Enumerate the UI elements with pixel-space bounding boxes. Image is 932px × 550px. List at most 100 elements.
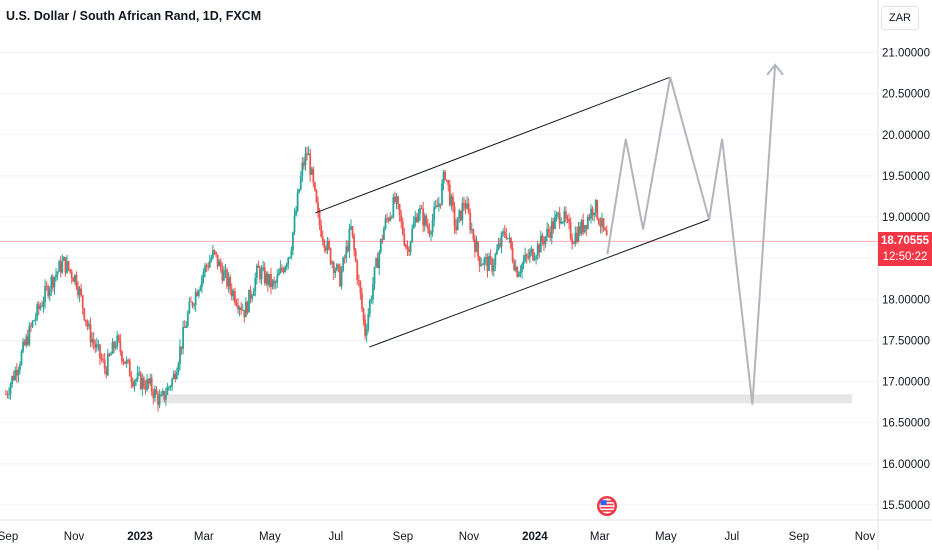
candle-body <box>422 208 425 226</box>
time-tick-label: Mar <box>194 531 214 543</box>
candle-body <box>560 222 563 224</box>
candle-body <box>335 264 338 271</box>
candle-body <box>248 289 250 313</box>
channel-lower-line[interactable] <box>369 219 710 348</box>
candle-body <box>277 272 280 276</box>
currency-button[interactable]: ZAR <box>881 6 919 30</box>
candle-body <box>306 153 308 156</box>
candle-body <box>510 237 512 248</box>
candle-body <box>78 288 81 296</box>
candle-body <box>375 258 377 267</box>
candle-body <box>303 162 305 166</box>
candle-body <box>266 273 269 286</box>
candle-body <box>61 260 64 273</box>
last-price-tag: 18.70555 12:50:22 <box>878 232 932 266</box>
candle-body <box>539 235 542 253</box>
candle-body <box>160 394 163 397</box>
candle-body <box>139 372 142 389</box>
candle-body <box>114 346 117 349</box>
candle-body <box>314 182 316 191</box>
candle-body <box>502 231 505 233</box>
candle-body <box>9 384 12 394</box>
candle-body <box>326 241 329 251</box>
candle-body <box>538 244 541 253</box>
candle-body <box>470 229 473 231</box>
candle-body <box>400 215 403 222</box>
candle-body <box>397 196 399 205</box>
candle-body <box>37 304 40 309</box>
candle-body <box>246 302 249 313</box>
candle-body <box>12 375 15 380</box>
candle-body <box>276 275 279 283</box>
candle-body <box>17 370 20 376</box>
candle-body <box>324 247 327 251</box>
candle-body <box>384 218 387 229</box>
candle-body <box>392 196 395 218</box>
candle-body <box>163 391 166 400</box>
candle-body <box>334 270 337 274</box>
candle-body <box>157 393 159 405</box>
projection-path[interactable] <box>606 64 777 405</box>
price-tick-label: 18.00000 <box>882 294 930 306</box>
time-tick-label: May <box>655 531 677 543</box>
support-zone <box>155 394 852 404</box>
candle-body <box>59 261 62 273</box>
candle-body <box>456 217 459 231</box>
candle-body <box>417 213 420 222</box>
candle-body <box>80 288 83 296</box>
candle-body <box>536 244 539 257</box>
candle-body <box>138 372 141 374</box>
candle-body <box>45 286 48 287</box>
price-axis[interactable]: 21.00000 20.50000 20.00000 19.50000 19.00000… <box>882 48 930 513</box>
candle-body <box>431 219 434 233</box>
candle-body <box>453 206 456 227</box>
grid <box>0 52 878 506</box>
candle-body <box>354 250 357 262</box>
candle-body <box>466 203 468 209</box>
candle-body <box>372 283 374 300</box>
candle-body <box>404 245 407 248</box>
candle-body <box>430 232 432 235</box>
candle-body <box>467 203 470 213</box>
candle-body <box>463 203 465 206</box>
countdown-timer: 12:50:22 <box>882 251 928 263</box>
candle-body <box>296 192 299 211</box>
candle-body <box>594 200 597 213</box>
candle-body <box>351 226 354 236</box>
candle-body <box>550 221 553 238</box>
candle-body <box>514 267 517 271</box>
candle-body <box>596 200 599 219</box>
candle-body <box>91 339 94 343</box>
candle-body <box>259 268 261 280</box>
candle-body <box>197 290 200 296</box>
candle-body <box>282 269 285 272</box>
candle-body <box>350 226 352 229</box>
candle-body <box>147 379 150 384</box>
time-axis[interactable]: Sep Nov 2023 Mar May Jul Sep Nov 2024 Mar May Jul Se… <box>0 531 875 543</box>
candle-body <box>99 344 101 358</box>
channel-upper-line[interactable] <box>315 76 671 214</box>
candle-body <box>141 378 144 389</box>
candle-body <box>517 273 520 277</box>
candle-body <box>293 215 296 233</box>
candle-body <box>205 265 208 267</box>
flag-stripe <box>600 503 614 506</box>
candle-body <box>353 235 356 251</box>
us-flag-icon[interactable] <box>597 496 617 516</box>
candle-body <box>270 274 272 288</box>
candle-body <box>281 267 283 270</box>
candle-body <box>83 308 86 320</box>
candle-body <box>185 325 188 328</box>
candle-body <box>102 359 105 361</box>
candle-body <box>174 373 177 380</box>
candle-body <box>230 289 233 297</box>
candle-body <box>586 216 589 229</box>
candle-body <box>423 215 426 226</box>
candle-body <box>378 252 381 269</box>
candle-body <box>56 271 59 275</box>
candle-body <box>605 230 608 236</box>
price-tick-label: 16.50000 <box>882 418 930 430</box>
time-tick-label: Jul <box>724 531 739 543</box>
candle-body <box>237 305 239 310</box>
